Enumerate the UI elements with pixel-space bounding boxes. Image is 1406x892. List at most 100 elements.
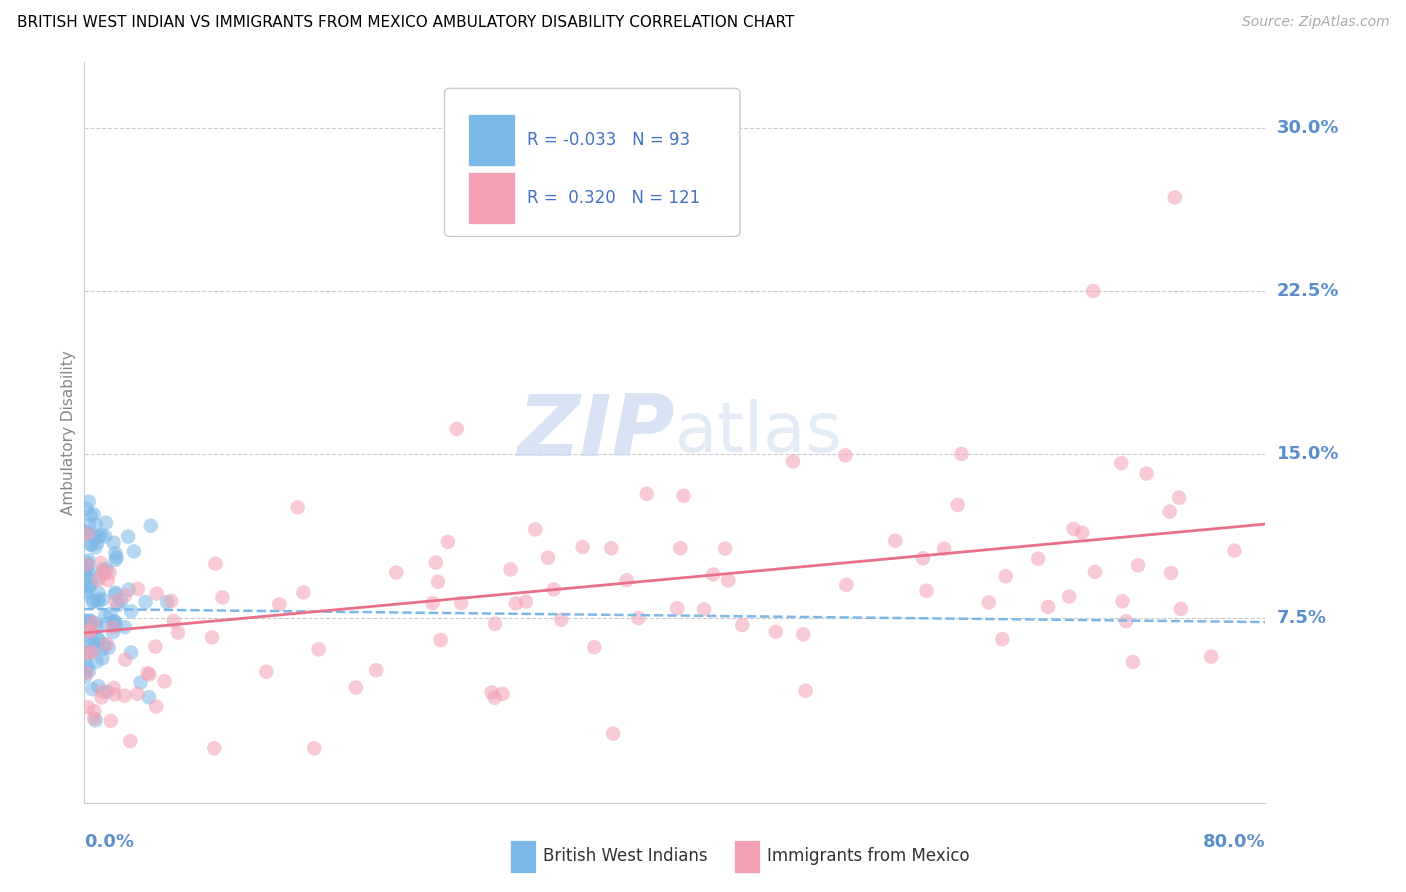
Point [524, 523, 547, 537]
Point [83, 594, 105, 608]
Point [87, 586, 110, 600]
Point [77, 553, 100, 567]
FancyBboxPatch shape [444, 88, 740, 236]
Point [127, 582, 149, 596]
Point [84, 541, 107, 555]
Point [600, 541, 623, 556]
Point [82, 530, 104, 544]
Point [114, 620, 136, 634]
Point [107, 598, 129, 612]
Point [1036, 599, 1059, 614]
Point [1126, 558, 1149, 573]
Point [1026, 551, 1049, 566]
Point [122, 544, 145, 558]
Point [484, 690, 506, 705]
Text: Source: ZipAtlas.com: Source: ZipAtlas.com [1241, 15, 1389, 29]
Point [79, 614, 101, 628]
Point [120, 646, 142, 660]
Point [134, 595, 156, 609]
Point [136, 666, 159, 681]
Point [79, 574, 101, 589]
Point [90, 690, 112, 705]
Point [1164, 190, 1187, 204]
Point [1083, 284, 1105, 298]
Point [87, 595, 110, 609]
Point [77, 645, 100, 659]
Point [950, 447, 973, 461]
Point [82, 645, 104, 659]
Point [835, 578, 858, 592]
Point [491, 687, 513, 701]
Point [427, 574, 450, 589]
Text: R =  0.320   N = 121: R = 0.320 N = 121 [527, 189, 700, 207]
Text: ZIP: ZIP [517, 391, 675, 475]
Point [515, 594, 537, 608]
Point [105, 619, 128, 633]
Point [308, 642, 330, 657]
Point [77, 494, 100, 508]
Point [344, 681, 367, 695]
Point [75, 524, 97, 539]
Point [104, 688, 127, 702]
Point [104, 594, 127, 608]
Point [636, 487, 658, 501]
Point [114, 589, 136, 603]
Point [82, 635, 104, 649]
Point [977, 595, 1000, 609]
Point [103, 535, 125, 549]
Point [537, 550, 560, 565]
Point [627, 611, 650, 625]
Text: Immigrants from Mexico: Immigrants from Mexico [768, 847, 970, 865]
Point [77, 624, 100, 639]
Point [669, 541, 692, 556]
Point [304, 741, 326, 756]
Point [1135, 467, 1157, 481]
Point [101, 620, 124, 634]
Point [145, 587, 167, 601]
Point [110, 594, 132, 608]
Point [499, 562, 522, 576]
Point [91, 642, 114, 657]
Point [75, 669, 97, 683]
Point [211, 591, 233, 605]
Point [76, 666, 98, 681]
Point [702, 567, 724, 582]
Text: 22.5%: 22.5% [1277, 282, 1339, 300]
Point [84, 713, 107, 727]
Point [139, 518, 162, 533]
Point [450, 596, 472, 610]
Bar [468, 172, 516, 224]
Point [153, 674, 176, 689]
Point [1057, 590, 1080, 604]
Point [366, 663, 388, 677]
Point [77, 664, 100, 678]
Point [103, 615, 125, 630]
Point [76, 618, 98, 632]
Point [1160, 566, 1182, 580]
Point [77, 700, 100, 714]
Point [385, 566, 408, 580]
Point [84, 517, 107, 532]
Point [114, 689, 136, 703]
Point [94, 516, 117, 530]
Point [103, 681, 125, 695]
Point [86, 655, 108, 669]
Point [79, 537, 101, 551]
Point [834, 448, 856, 462]
Point [75, 649, 97, 664]
Point [104, 587, 127, 601]
Point [94, 567, 117, 582]
Point [911, 551, 934, 566]
Point [98, 566, 121, 580]
Point [202, 741, 225, 756]
Point [79, 508, 101, 523]
Point [87, 679, 110, 693]
Point [83, 711, 105, 725]
Point [1115, 614, 1137, 628]
Point [96, 616, 118, 631]
Point [571, 540, 593, 554]
Point [422, 596, 444, 610]
Point [94, 529, 117, 543]
Point [543, 582, 565, 597]
Point [79, 624, 101, 638]
